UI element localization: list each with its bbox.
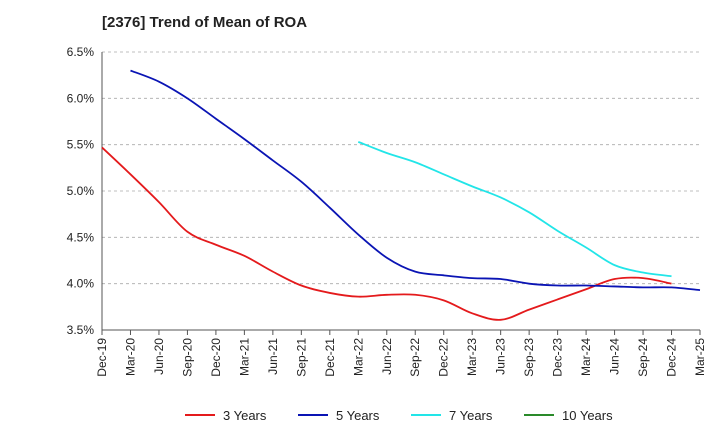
x-tick-label: Dec-23	[551, 338, 565, 377]
y-tick-label: 3.5%	[67, 323, 95, 337]
y-tick-label: 4.5%	[67, 230, 95, 244]
x-tick-label: Dec-20	[209, 338, 223, 377]
x-tick-label: Jun-21	[266, 338, 280, 375]
x-tick-label: Jun-23	[494, 338, 508, 375]
legend-label-5-years: 5 Years	[336, 408, 380, 423]
x-tick-label: Dec-19	[95, 338, 109, 377]
x-tick-label: Sep-20	[180, 338, 194, 377]
x-tick-label: Mar-21	[237, 338, 251, 376]
x-tick-label: Dec-22	[437, 338, 451, 377]
x-tick-labels: Dec-19 Mar-20 Jun-20 Sep-20 Dec-20 Mar-21 Jun-…	[95, 330, 707, 377]
series-line-7-years	[357, 141, 672, 278]
x-tick-label: Sep-21	[294, 338, 308, 377]
legend-label-3-years: 3 Years	[223, 408, 267, 423]
x-tick-label: Jun-24	[608, 338, 622, 375]
x-tick-label: Mar-22	[351, 338, 365, 376]
y-tick-label: 5.5%	[67, 138, 95, 152]
legend-label-10-years: 10 Years	[562, 408, 613, 423]
x-tick-label: Sep-23	[522, 338, 536, 377]
y-tick-label: 4.0%	[67, 277, 95, 291]
x-tick-label: Mar-23	[465, 338, 479, 376]
series-line-5-years	[130, 69, 701, 292]
axis-layer	[101, 52, 700, 331]
x-tick-label: Mar-24	[579, 338, 593, 376]
y-tick-label: 6.0%	[67, 91, 95, 105]
chart-title: [2376] Trend of Mean of ROA	[102, 14, 308, 31]
series-layer	[101, 69, 701, 321]
legend: 3 Years 5 Years 7 Years 10 Years	[185, 408, 613, 423]
y-tick-label: 5.0%	[67, 184, 95, 198]
x-tick-label: Dec-24	[665, 338, 679, 377]
y-tick-label: 6.5%	[67, 45, 95, 59]
y-tick-labels: 3.5% 4.0% 4.5% 5.0% 5.5% 6.0% 6.5%	[67, 45, 95, 337]
x-tick-label: Jun-20	[152, 338, 166, 375]
series-line-3-years	[101, 146, 672, 321]
legend-label-7-years: 7 Years	[449, 408, 493, 423]
x-tick-label: Dec-21	[323, 338, 337, 377]
x-tick-label: Sep-22	[408, 338, 422, 377]
grid-layer	[102, 51, 700, 331]
x-tick-label: Mar-25	[693, 338, 707, 376]
x-tick-label: Jun-22	[380, 338, 394, 375]
x-tick-label: Mar-20	[123, 338, 137, 376]
x-tick-label: Sep-24	[636, 338, 650, 377]
